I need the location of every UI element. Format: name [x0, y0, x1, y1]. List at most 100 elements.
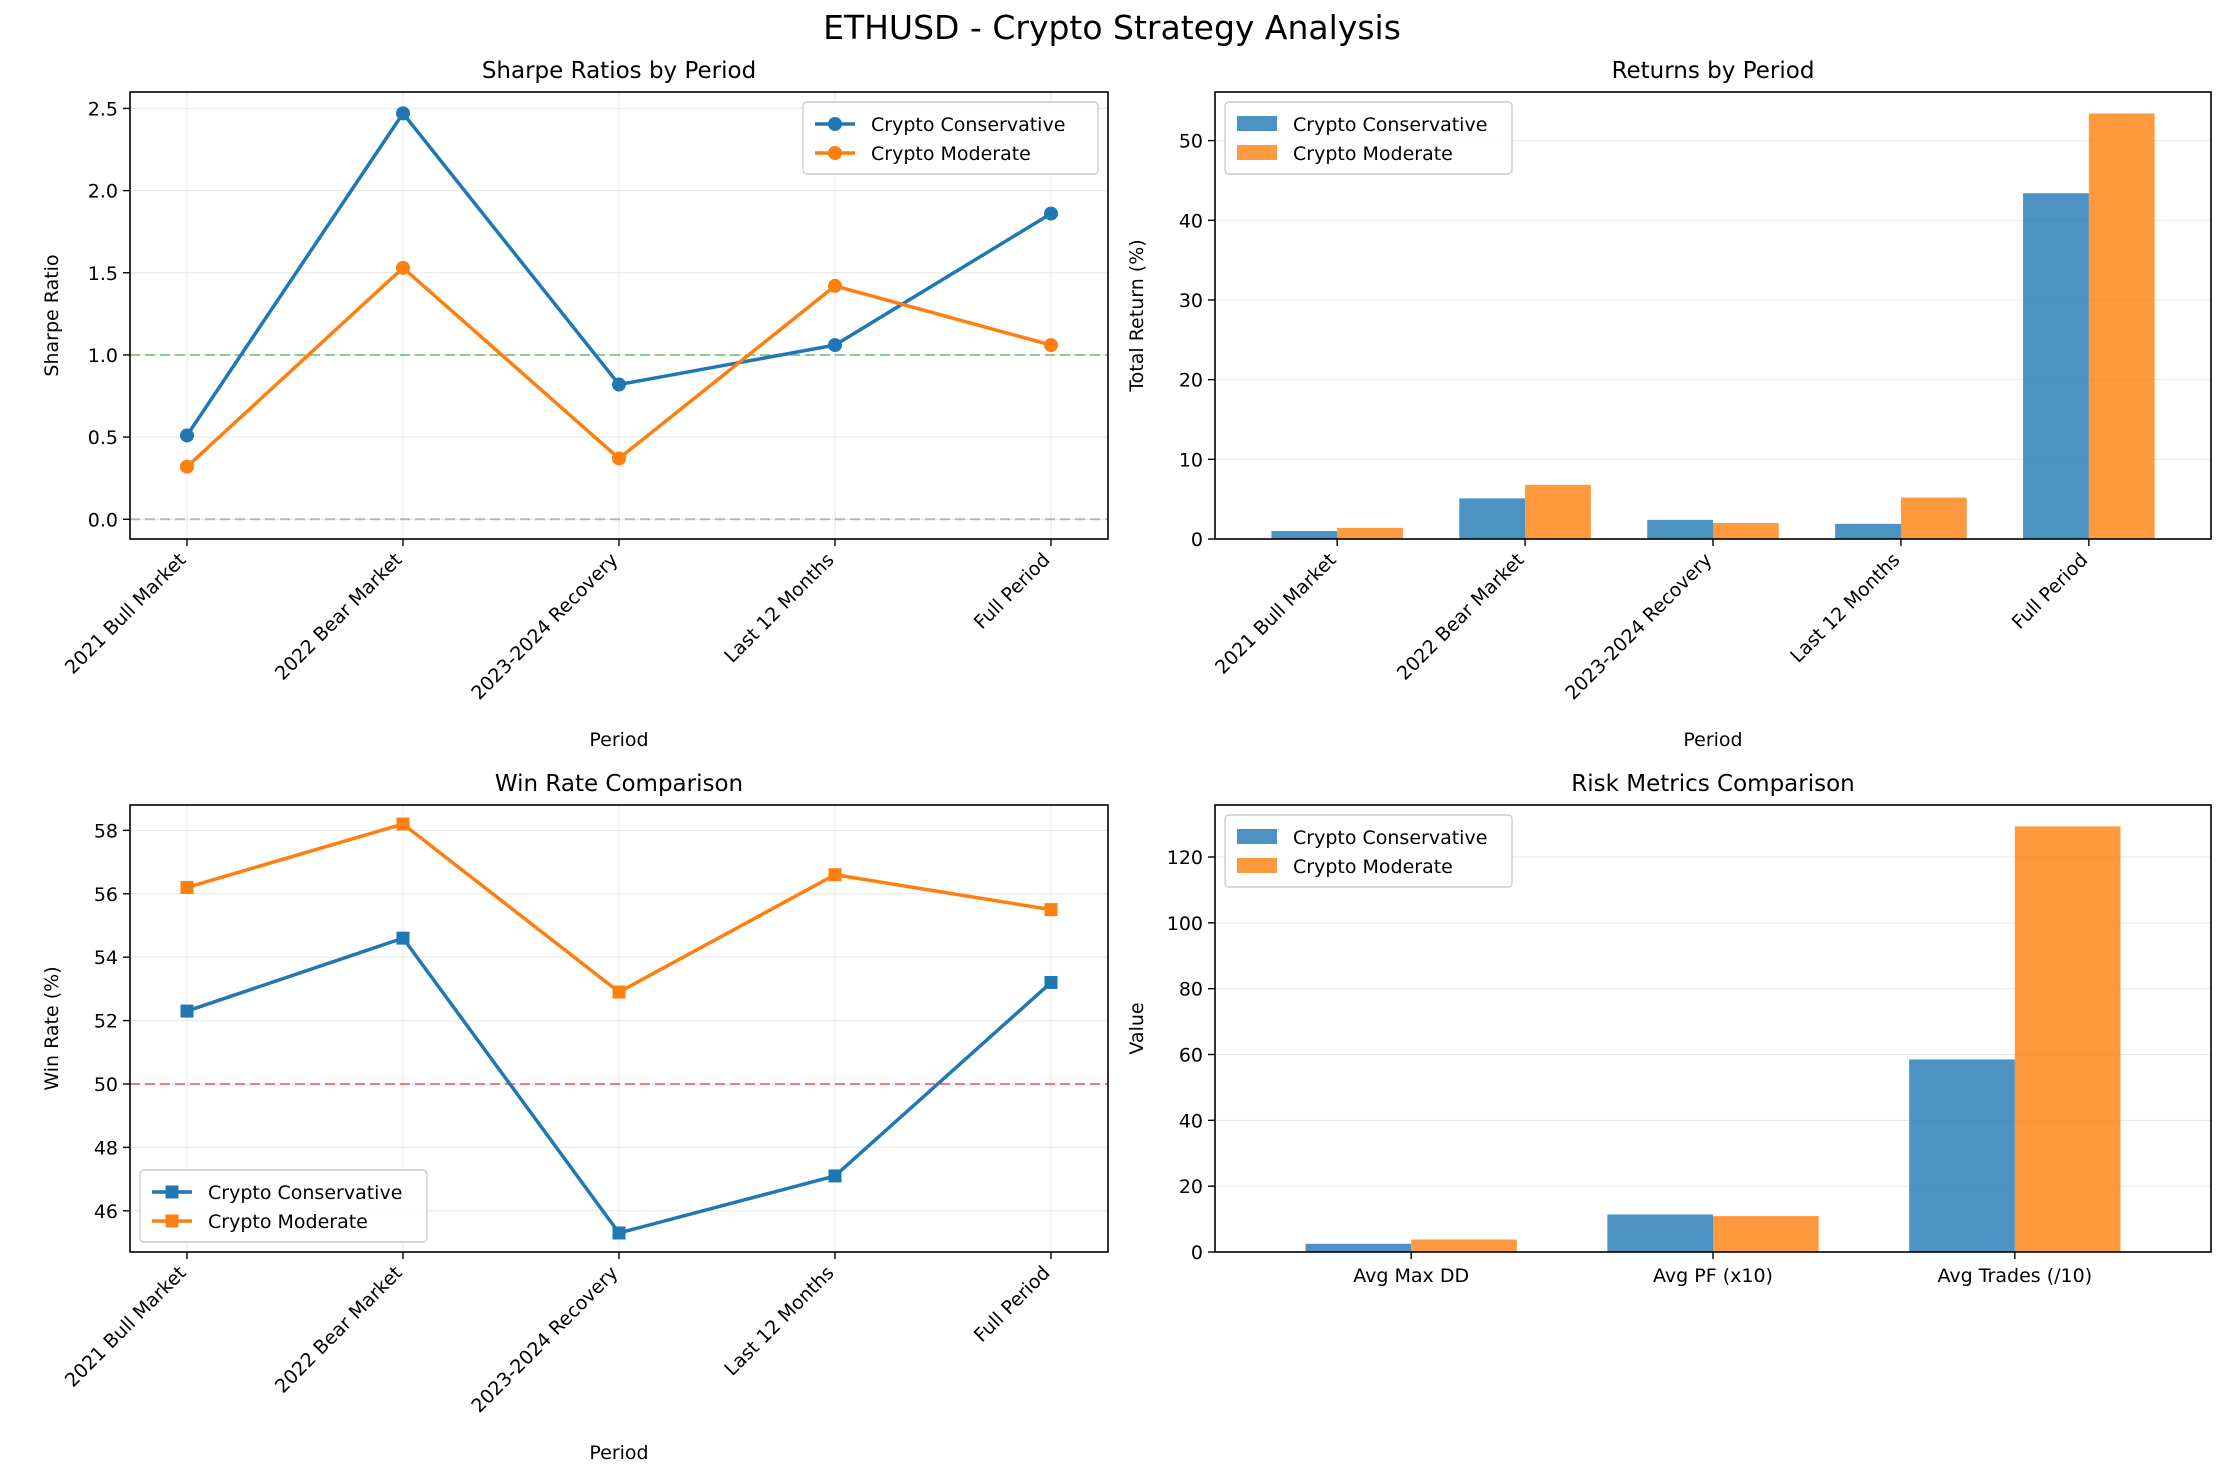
- legend-label: Crypto Conservative: [208, 1182, 402, 1204]
- point-sharpe-s0-2: [612, 377, 626, 392]
- point-sharpe-s0-3: [828, 338, 842, 353]
- chart-sharpe: 0.0 0.5 1.0 1.5 2.0 2.5 2021 Bull Market 2022 B…: [41, 58, 1109, 751]
- legend-swatch: [1237, 145, 1277, 160]
- bar-returns-s0-3: [1835, 523, 1901, 539]
- legend-marker: [165, 1185, 179, 1199]
- y-tick-label: 56: [94, 884, 118, 906]
- point-winrate-s0-1: [396, 931, 410, 945]
- x-tick-label: Full Period: [970, 1262, 1055, 1347]
- y-tick-label: 30: [1179, 290, 1203, 312]
- x-tick-label: Last 12 Months: [1786, 549, 1904, 667]
- y-tick-label: 58: [94, 820, 118, 842]
- point-winrate-s0-3: [828, 1169, 842, 1183]
- point-winrate-s1-1: [396, 817, 410, 831]
- chart-returns: 0 10 20 30 40 50 2021 Bull Market 2022 Bear Mar…: [1126, 58, 2212, 751]
- bar-risk-s1-1: [1713, 1216, 1819, 1252]
- point-winrate-s1-3: [828, 868, 842, 882]
- bar-risk-s0-1: [1607, 1214, 1713, 1252]
- point-winrate-s1-4: [1044, 903, 1058, 917]
- x-tick-label: Full Period: [970, 549, 1055, 634]
- legend-swatch: [1237, 829, 1277, 844]
- legend-box: [1224, 101, 1513, 175]
- y-tick-label: 0: [1191, 529, 1203, 551]
- point-sharpe-s0-4: [1044, 206, 1058, 221]
- x-tick-label: 2022 Bear Market: [271, 1262, 407, 1398]
- y-tick-label: 0: [1191, 1242, 1203, 1264]
- y-axis-label: Value: [1126, 1002, 1148, 1054]
- legend-box: [1224, 814, 1513, 888]
- bar-returns-s1-0: [1337, 527, 1403, 539]
- chart-risk: 0 20 40 60 80 100 120 Avg Max DD Avg PF (x10) Avg…: [1126, 771, 2212, 1287]
- bar-risk-s1-2: [2014, 826, 2121, 1252]
- legend: Crypto Conservative Crypto Moderate: [139, 1169, 428, 1243]
- y-tick-label: 100: [1167, 913, 1203, 935]
- x-tick-label: 2021 Bull Market: [61, 549, 191, 679]
- point-winrate-s0-2: [612, 1226, 626, 1240]
- chart-winrate: 46 48 50 52 54 56 58 2021 Bull Market 2022 Bear …: [41, 771, 1109, 1464]
- point-sharpe-s1-3: [828, 278, 842, 293]
- x-tick-label: 2022 Bear Market: [271, 549, 407, 685]
- y-tick-label: 20: [1179, 1176, 1203, 1198]
- y-tick-label: 2.0: [88, 181, 118, 203]
- point-winrate-s1-2: [612, 985, 626, 999]
- x-axis-label: Period: [589, 729, 648, 751]
- x-tick-label: Last 12 Months: [720, 549, 838, 667]
- y-tick-label: 10: [1179, 449, 1203, 471]
- bar-returns-s1-4: [2088, 113, 2155, 539]
- x-tick-label: 2021 Bull Market: [1211, 549, 1341, 679]
- x-tick-label: 2023-2024 Recovery: [467, 549, 622, 704]
- y-tick-label: 60: [1179, 1045, 1203, 1067]
- chart-title: Risk Metrics Comparison: [1571, 771, 1855, 797]
- y-tick-label: 1.5: [88, 263, 118, 285]
- legend-label: Crypto Moderate: [1293, 143, 1453, 165]
- bar-risk-s0-2: [1909, 1059, 2015, 1252]
- x-tick-label: Last 12 Months: [720, 1262, 838, 1380]
- legend-label: Crypto Conservative: [1293, 114, 1487, 136]
- legend-box: [802, 101, 1099, 175]
- y-tick-label: 52: [94, 1011, 118, 1033]
- x-tick-label: 2022 Bear Market: [1393, 549, 1529, 685]
- figure-title: ETHUSD - Crypto Strategy Analysis: [823, 8, 1401, 47]
- chart-title: Sharpe Ratios by Period: [482, 58, 756, 84]
- legend-label: Crypto Moderate: [1293, 856, 1453, 878]
- y-tick-label: 40: [1179, 1110, 1203, 1132]
- y-tick-label: 20: [1179, 370, 1203, 392]
- y-tick-label: 1.0: [88, 345, 118, 367]
- point-winrate-s0-4: [1044, 976, 1058, 990]
- legend-swatch: [1237, 116, 1277, 131]
- x-tick-label: Avg PF (x10): [1653, 1265, 1773, 1287]
- y-tick-label: 48: [94, 1137, 118, 1159]
- y-axis-label: Total Return (%): [1126, 239, 1148, 392]
- legend-marker: [828, 117, 842, 131]
- y-tick-label: 120: [1167, 847, 1203, 869]
- bar-risk-s0-0: [1305, 1243, 1412, 1252]
- y-axis-label: Sharpe Ratio: [41, 254, 63, 376]
- x-axis-label: Period: [589, 1442, 648, 1464]
- legend-box: [139, 1169, 428, 1243]
- x-tick-label: 2021 Bull Market: [61, 1262, 191, 1392]
- legend-label: Crypto Moderate: [208, 1211, 368, 1233]
- bar-returns-s0-1: [1459, 498, 1526, 539]
- point-sharpe-s0-0: [180, 428, 194, 443]
- y-tick-label: 50: [94, 1074, 118, 1096]
- legend-label: Crypto Conservative: [1293, 827, 1487, 849]
- bar-returns-s1-1: [1525, 484, 1591, 539]
- legend-swatch: [1237, 858, 1277, 873]
- x-tick-label: 2023-2024 Recovery: [467, 1262, 622, 1417]
- point-winrate-s1-0: [180, 880, 194, 894]
- bar-returns-s0-0: [1271, 531, 1338, 539]
- legend-label: Crypto Moderate: [871, 143, 1031, 165]
- x-tick-label: Full Period: [2008, 549, 2093, 634]
- legend-marker: [165, 1214, 179, 1228]
- bar-returns-s0-4: [2023, 193, 2089, 540]
- x-tick-label: Avg Max DD: [1353, 1265, 1469, 1287]
- legend-label: Crypto Conservative: [871, 114, 1065, 136]
- y-axis-label: Win Rate (%): [41, 966, 63, 1090]
- legend-marker: [828, 146, 842, 160]
- x-tick-label: Avg Trades (/10): [1938, 1265, 2093, 1287]
- y-tick-label: 0.0: [88, 509, 118, 531]
- y-tick-label: 40: [1179, 210, 1203, 232]
- x-axis-label: Period: [1683, 729, 1742, 751]
